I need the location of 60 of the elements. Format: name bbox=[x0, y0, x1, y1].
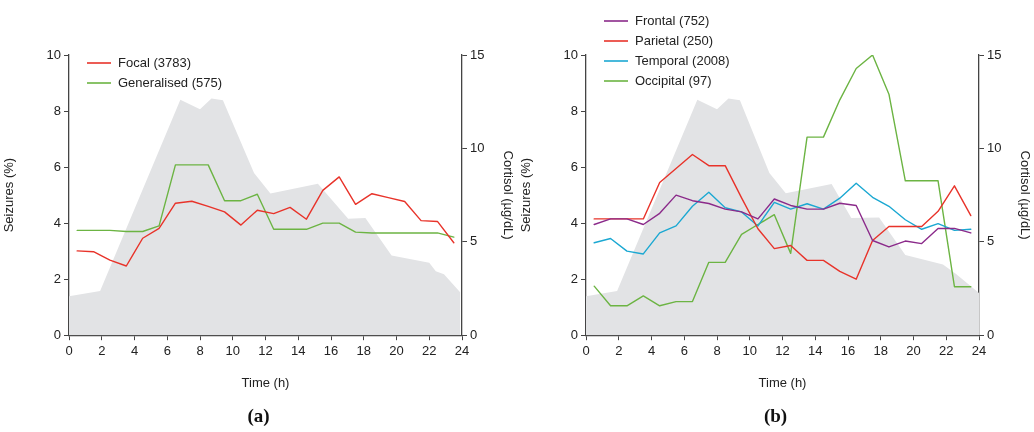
x-tick-label: 20 bbox=[906, 342, 921, 358]
y2-tick-label: 5 bbox=[987, 233, 995, 249]
x-tick-label: 6 bbox=[680, 342, 688, 358]
x-tick-label: 6 bbox=[163, 342, 171, 358]
x-tick-label: 4 bbox=[130, 342, 139, 358]
legend-label: Generalised (575) bbox=[118, 74, 223, 90]
y-tick-label: 4 bbox=[53, 214, 61, 230]
legend-label: Focal (3783) bbox=[118, 54, 191, 70]
x-tick-label: 24 bbox=[454, 342, 470, 358]
legend-label: Occipital (97) bbox=[635, 72, 712, 88]
x-tick-label: 14 bbox=[291, 342, 306, 358]
x-tick-label: 4 bbox=[647, 342, 656, 358]
y-tick-label: 2 bbox=[53, 270, 61, 286]
y2-tick-label: 10 bbox=[470, 139, 485, 155]
y-tick-label: 2 bbox=[570, 270, 578, 286]
y2-tick-label: 15 bbox=[987, 46, 1002, 62]
x-tick-label: 16 bbox=[323, 342, 339, 358]
y2-axis-title: Cortisol (µg/dL) bbox=[1017, 150, 1033, 240]
x-tick-label: 2 bbox=[98, 342, 106, 358]
text: (b) bbox=[763, 404, 788, 427]
y2-tick-label: 0 bbox=[987, 326, 995, 342]
y-tick-label: 8 bbox=[53, 102, 61, 118]
x-tick-label: 10 bbox=[742, 342, 757, 358]
legend-label: Parietal (250) bbox=[635, 32, 714, 48]
x-tick-label: 22 bbox=[422, 342, 437, 358]
y2-tick-label: 5 bbox=[470, 233, 478, 249]
legend-label: Temporal (2008) bbox=[635, 52, 730, 68]
y-tick-label: 8 bbox=[570, 102, 578, 118]
y-axis-title: Seizures (%) bbox=[518, 157, 534, 233]
x-tick-label: 12 bbox=[258, 342, 273, 358]
y-axis-title: Seizures (%) bbox=[1, 157, 17, 233]
x-tick-label: 18 bbox=[356, 342, 371, 358]
legend-label: Frontal (752) bbox=[635, 12, 710, 28]
x-tick-label: 0 bbox=[65, 342, 73, 358]
x-tick-label: 0 bbox=[582, 342, 590, 358]
y-tick-label: 0 bbox=[570, 326, 578, 342]
y-tick-label: 6 bbox=[53, 158, 61, 174]
y-tick-label: 10 bbox=[563, 46, 578, 62]
y-tick-label: 0 bbox=[53, 326, 61, 342]
x-tick-label: 14 bbox=[808, 342, 823, 358]
y-tick-label: 10 bbox=[46, 46, 61, 62]
x-tick-label: 18 bbox=[873, 342, 888, 358]
y2-tick-label: 15 bbox=[470, 46, 485, 62]
x-tick-label: 24 bbox=[971, 342, 987, 358]
y2-axis-title: Cortisol (µg/dL) bbox=[500, 150, 516, 240]
x-tick-label: 12 bbox=[775, 342, 790, 358]
y2-tick-label: 0 bbox=[470, 326, 478, 342]
x-axis-title: Time (h) bbox=[758, 374, 807, 390]
y-tick-label: 6 bbox=[570, 158, 578, 174]
x-tick-label: 2 bbox=[615, 342, 623, 358]
x-axis-title: Time (h) bbox=[241, 374, 290, 390]
x-tick-label: 16 bbox=[840, 342, 856, 358]
x-tick-label: 8 bbox=[196, 342, 204, 358]
y2-tick-label: 10 bbox=[987, 139, 1002, 155]
x-tick-label: 22 bbox=[939, 342, 954, 358]
x-tick-label: 10 bbox=[225, 342, 240, 358]
x-tick-label: 8 bbox=[713, 342, 721, 358]
text: (a) bbox=[247, 404, 270, 427]
x-tick-label: 20 bbox=[389, 342, 404, 358]
y-tick-label: 4 bbox=[570, 214, 578, 230]
